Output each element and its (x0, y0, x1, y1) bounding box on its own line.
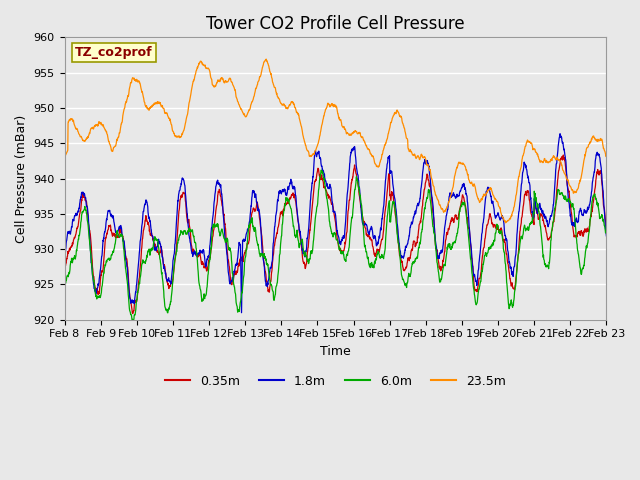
6.0m (310, 233, 317, 239)
23.5m (588, 137, 595, 143)
0.35m (488, 217, 495, 223)
0.35m (129, 311, 136, 316)
0.35m (602, 229, 610, 235)
1.8m (61, 255, 68, 261)
6.0m (61, 286, 68, 291)
1.8m (602, 233, 610, 239)
0.35m (324, 194, 332, 200)
23.5m (587, 139, 595, 144)
1.8m (556, 131, 564, 137)
6.0m (588, 207, 595, 213)
Line: 0.35m: 0.35m (65, 155, 606, 313)
23.5m (310, 152, 317, 157)
23.5m (488, 187, 495, 192)
1.8m (237, 310, 245, 315)
6.0m (602, 228, 610, 234)
23.5m (602, 154, 610, 159)
6.0m (324, 207, 332, 213)
1.8m (310, 162, 317, 168)
Line: 6.0m: 6.0m (65, 170, 606, 320)
6.0m (587, 211, 595, 216)
1.8m (488, 198, 495, 204)
23.5m (61, 155, 68, 160)
23.5m (88, 125, 96, 131)
0.35m (61, 265, 68, 271)
1.8m (88, 268, 96, 274)
0.35m (588, 212, 595, 217)
1.8m (324, 185, 332, 191)
6.0m (128, 317, 136, 323)
23.5m (324, 101, 332, 107)
23.5m (262, 56, 270, 62)
Legend: 0.35m, 1.8m, 6.0m, 23.5m: 0.35m, 1.8m, 6.0m, 23.5m (161, 370, 511, 393)
1.8m (588, 192, 595, 198)
6.0m (88, 266, 96, 272)
0.35m (88, 257, 96, 263)
0.35m (587, 214, 595, 219)
Line: 23.5m: 23.5m (65, 59, 606, 223)
0.35m (310, 185, 317, 191)
0.35m (559, 152, 567, 158)
Title: Tower CO2 Profile Cell Pressure: Tower CO2 Profile Cell Pressure (206, 15, 465, 33)
Text: TZ_co2prof: TZ_co2prof (76, 46, 153, 59)
6.0m (317, 167, 325, 173)
Line: 1.8m: 1.8m (65, 134, 606, 312)
X-axis label: Time: Time (320, 345, 351, 358)
1.8m (587, 194, 595, 200)
6.0m (488, 243, 495, 249)
23.5m (502, 220, 509, 226)
Y-axis label: Cell Pressure (mBar): Cell Pressure (mBar) (15, 114, 28, 243)
